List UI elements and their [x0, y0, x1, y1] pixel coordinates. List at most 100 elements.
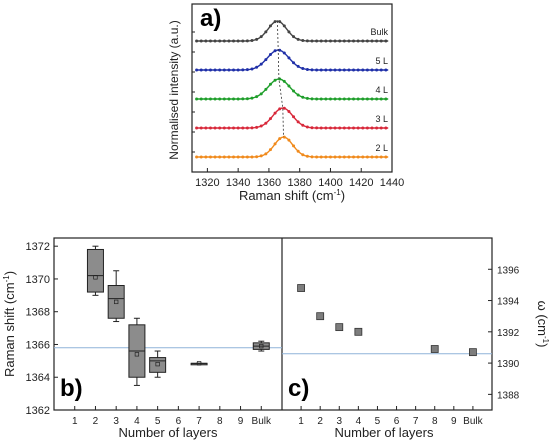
panel-a-marker	[361, 155, 365, 159]
panel-a-marker	[282, 135, 286, 139]
panel-a-marker	[324, 155, 328, 159]
panel-b-boxes	[86, 245, 270, 386]
panel-a-marker	[213, 126, 217, 130]
panel-a-x-ticks: 1320 1340 1360 1380 1400 1420 1440	[192, 31, 404, 189]
panel-a-marker	[370, 97, 374, 101]
panel-a-marker	[384, 39, 388, 43]
panel-b-mean-marker	[134, 352, 140, 357]
panel-a-curve-3l	[196, 107, 389, 129]
panel-c-point	[354, 327, 363, 336]
panel-a-marker	[310, 155, 314, 159]
panel-a-marker	[259, 124, 263, 128]
panel-b-x-tick-label: 3	[113, 416, 119, 427]
panel-a-marker	[227, 155, 231, 159]
panel-a-marker	[245, 39, 249, 43]
panel-a-marker	[227, 97, 231, 101]
panel-b-mean-marker	[93, 275, 98, 280]
panel-a-marker	[255, 65, 259, 69]
panel-a-series-label: 3 L	[375, 114, 388, 124]
panel-b-y-axis-label: Raman shift (cm-1)	[2, 271, 17, 377]
panel-a-marker	[199, 68, 203, 72]
panel-a-curve-4l	[196, 78, 389, 100]
panel-a-series-label: 5 L	[375, 56, 388, 66]
panel-a-marker	[342, 126, 346, 130]
panel-a-marker	[370, 155, 374, 159]
panel-a-marker	[259, 92, 263, 96]
panel-a-marker	[375, 126, 379, 130]
panel-a-marker	[218, 155, 222, 159]
panel-b-x-tick-label: 9	[238, 416, 244, 427]
panel-a-marker	[245, 126, 249, 130]
panel-a-marker	[310, 126, 314, 130]
panel-a-marker	[287, 56, 291, 60]
panel-a-marker	[273, 78, 277, 82]
panel-a-marker	[319, 97, 323, 101]
panel-b-y-tick-label: 1370	[26, 274, 50, 286]
panel-b-letter: b)	[60, 375, 83, 402]
panel-a-marker	[273, 20, 277, 24]
panel-b-y-ticks: 1362 1364 1366 1368 1370 1372	[26, 241, 58, 417]
panel-a-marker	[241, 97, 245, 101]
panel-a-marker	[301, 39, 305, 43]
panel-a-marker	[232, 39, 236, 43]
panel-a-marker	[213, 39, 217, 43]
panel-a-y-axis-label: Normalised intensity (a.u.)	[167, 20, 181, 159]
panel-b-box	[149, 357, 167, 373]
panel-a-marker	[324, 68, 328, 72]
panel-c-x-tick-label: 8	[432, 416, 438, 427]
panel-c-y-axis-label: ω (cm-1)	[535, 301, 550, 348]
panel-bc-frame	[53, 237, 493, 411]
panel-a-marker	[301, 153, 305, 157]
panel-c-scatter: 1388 1390 1392 1394 1396 1 2 3 4 5 6 7 8 9 Bulk c) Nu…	[282, 265, 550, 440]
panel-a-marker	[292, 35, 296, 39]
panel-a-marker	[338, 126, 342, 130]
panel-a-marker	[259, 154, 263, 158]
panel-a-marker	[255, 37, 259, 41]
panel-b-y-tick-label: 1372	[26, 241, 50, 253]
panel-b-mean-marker	[155, 361, 160, 367]
panel-c-y-axis-label-sup: -1	[541, 336, 550, 344]
panel-a-marker	[375, 68, 379, 72]
panel-a-curve-bulk	[196, 20, 389, 42]
panel-a-marker	[264, 121, 268, 125]
panel-a-marker	[287, 30, 291, 34]
panel-c-y-axis-label-main: ω (cm	[535, 301, 550, 336]
panel-b-x-tick-label: 6	[176, 416, 182, 427]
panel-a-marker	[218, 39, 222, 43]
panel-a-marker	[259, 35, 263, 39]
panel-a-marker	[338, 155, 342, 159]
panel-a-marker	[292, 61, 296, 65]
panel-a-x-axis-label-main: Raman shift (cm	[239, 188, 334, 203]
panel-a-marker	[213, 97, 217, 101]
panel-a-marker	[347, 68, 351, 72]
panel-c-x-tick-label: 3	[336, 416, 342, 427]
panel-c-x-axis-label: Number of layers	[335, 425, 434, 440]
panel-c-x-tick-label: 5	[375, 416, 381, 427]
panel-b-box	[107, 285, 125, 319]
panel-a-x-tick-label: 1340	[226, 177, 250, 189]
panel-c-x-tick-label: 9	[451, 416, 457, 427]
panel-a-marker	[222, 126, 226, 130]
panel-a-marker	[296, 149, 300, 153]
panel-a-series-label: Bulk	[370, 27, 388, 37]
panel-a-x-axis-label-end: )	[341, 188, 345, 203]
panel-a-marker	[250, 126, 254, 130]
panel-a-spectra: 1320 1340 1360 1380 1400 1420 1440 Bulk 5 L 4 L 3…	[167, 3, 404, 203]
panel-a-marker	[292, 115, 296, 119]
panel-c-x-tick-label: Bulk	[463, 416, 483, 427]
panel-a-marker	[287, 84, 291, 88]
panel-a-marker	[352, 97, 356, 101]
panel-a-marker	[379, 126, 383, 130]
panel-b-y-axis-label-main: Raman shift (cm	[2, 282, 17, 377]
panel-a-marker	[375, 39, 379, 43]
panel-a-marker	[352, 39, 356, 43]
panel-c-y-tick-label: 1388	[497, 390, 520, 401]
panel-a-marker	[356, 126, 360, 130]
panel-a-marker	[222, 68, 226, 72]
panel-c-point	[469, 348, 477, 357]
panel-a-marker	[218, 126, 222, 130]
panel-a-x-tick-label: 1360	[257, 177, 281, 189]
panel-a-marker	[208, 155, 212, 159]
panel-a-marker	[375, 97, 379, 101]
panel-a-series-label: 2 L	[375, 143, 388, 153]
